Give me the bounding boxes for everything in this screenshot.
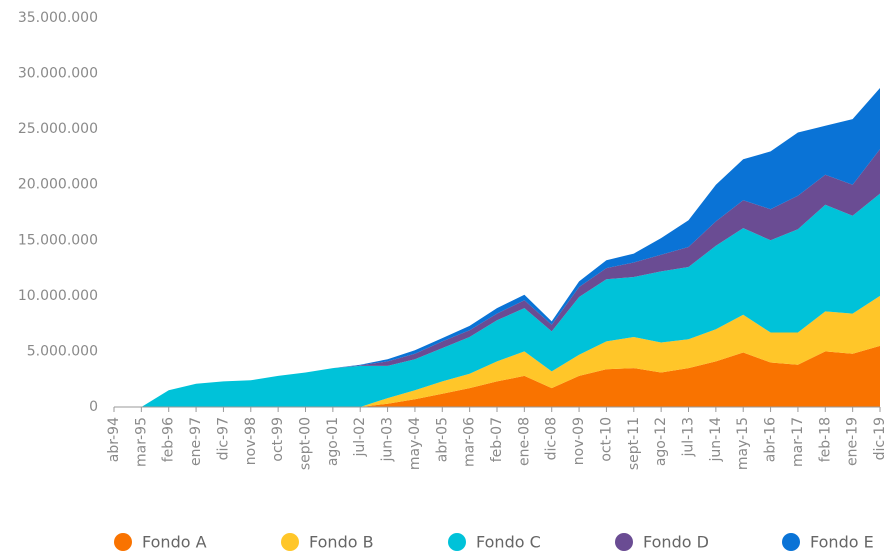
x-tick-label: sept-00: [298, 417, 314, 470]
y-tick-label: 15.000.000: [18, 232, 98, 248]
x-tick-label: ene-19: [845, 417, 861, 466]
legend-label: Fondo B: [309, 533, 374, 552]
x-tick-label: may-04: [407, 417, 423, 470]
y-tick-label: 35.000.000: [18, 10, 98, 26]
x-tick-label: ene-97: [188, 417, 204, 466]
x-tick-label: feb-96: [161, 417, 177, 462]
y-tick-label: 5.000.000: [27, 343, 98, 359]
x-tick-label: nov-09: [571, 417, 587, 465]
x-tick-label: abr-05: [434, 417, 450, 462]
y-tick-label: 10.000.000: [18, 288, 98, 304]
y-tick-label: 25.000.000: [18, 121, 98, 137]
x-tick-label: oct-10: [598, 417, 614, 462]
area: [114, 193, 880, 407]
x-tick-label: sept-11: [626, 417, 642, 470]
x-tick-label: ago-01: [325, 417, 341, 466]
x-tick-label: ago-12: [653, 417, 669, 466]
x-tick-label: ene-08: [516, 417, 532, 466]
legend-swatch: [782, 533, 800, 551]
x-tick-label: mar-06: [462, 417, 478, 467]
x-tick-label: oct-99: [270, 417, 286, 462]
x-tick-label: may-15: [735, 417, 751, 470]
y-tick-label: 0: [89, 399, 98, 415]
legend-swatch: [114, 533, 132, 551]
legend-label: Fondo E: [810, 533, 874, 552]
legend-swatch: [448, 533, 466, 551]
area: [114, 295, 880, 407]
legend-label: Fondo A: [142, 533, 207, 552]
x-tick-label: feb-18: [817, 417, 833, 462]
x-tick-label: abr-94: [106, 417, 122, 462]
y-tick-label: 30.000.000: [18, 66, 98, 82]
x-tick-label: jun-03: [380, 417, 396, 463]
x-tick-label: jul-13: [681, 417, 697, 458]
x-tick-label: nov-98: [243, 417, 259, 465]
x-tick-label: dic-97: [215, 417, 231, 460]
x-tick-label: mar-17: [790, 417, 806, 467]
y-tick-label: 20.000.000: [18, 177, 98, 193]
legend-label: Fondo C: [476, 533, 541, 552]
x-tick-label: feb-07: [489, 417, 505, 462]
area: [114, 345, 880, 407]
x-tick-label: jun-14: [708, 417, 724, 463]
legend-label: Fondo D: [643, 533, 709, 552]
x-tick-label: abr-16: [763, 417, 779, 462]
x-tick-label: dic-08: [544, 417, 560, 460]
legend-swatch: [281, 533, 299, 551]
x-tick-label: mar-95: [133, 417, 149, 467]
x-tick-label: jul-02: [352, 417, 368, 458]
x-tick-label: dic-19: [872, 417, 888, 460]
legend-swatch: [615, 533, 633, 551]
